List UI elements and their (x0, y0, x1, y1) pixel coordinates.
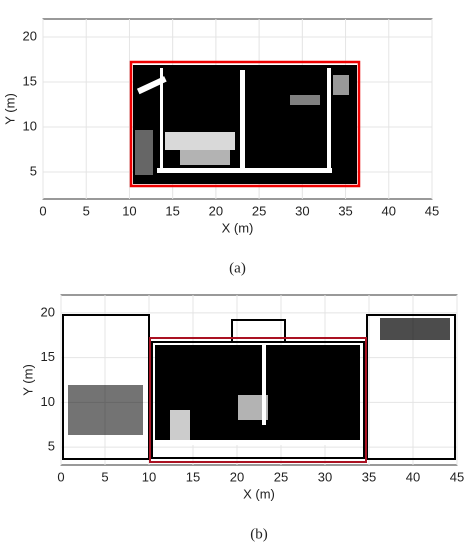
y-tick-label: 5 (48, 439, 55, 454)
caption: (b) (250, 526, 268, 542)
x-tick-label: 15 (186, 469, 200, 484)
x-tick-label: 45 (450, 469, 464, 484)
caption: (a) (229, 260, 246, 276)
y-tick-label: 5 (30, 163, 37, 178)
x-tick-label: 15 (165, 203, 179, 218)
y-tick-label: 15 (41, 349, 55, 364)
x-tick-label: 20 (209, 203, 223, 218)
x-tick-label: 35 (338, 203, 352, 218)
x-tick-label: 30 (318, 469, 332, 484)
y-axis-label: Y (m) (20, 364, 35, 396)
y-tick-label: 10 (41, 394, 55, 409)
x-tick-label: 40 (406, 469, 420, 484)
y-axis-label: Y (m) (2, 93, 17, 125)
y-tick-label: 15 (23, 73, 37, 88)
x-tick-label: 30 (295, 203, 309, 218)
occupancy-map-a (129, 60, 361, 188)
x-axis-label: X (m) (243, 486, 275, 501)
occupancy-map-b (62, 314, 456, 463)
y-tick-label: 20 (23, 28, 37, 43)
x-tick-label: 40 (382, 203, 396, 218)
x-tick-label: 20 (230, 469, 244, 484)
x-tick-label: 45 (425, 203, 439, 218)
x-tick-label: 10 (142, 469, 156, 484)
x-axis-label: X (m) (222, 220, 254, 235)
x-tick-label: 10 (122, 203, 136, 218)
x-tick-label: 25 (252, 203, 266, 218)
y-tick-label: 20 (41, 304, 55, 319)
x-tick-label: 25 (274, 469, 288, 484)
x-tick-label: 5 (83, 203, 90, 218)
x-tick-label: 35 (362, 469, 376, 484)
y-tick-label: 10 (23, 118, 37, 133)
x-tick-label: 0 (57, 469, 64, 484)
x-tick-label: 0 (39, 203, 46, 218)
x-tick-label: 5 (101, 469, 108, 484)
